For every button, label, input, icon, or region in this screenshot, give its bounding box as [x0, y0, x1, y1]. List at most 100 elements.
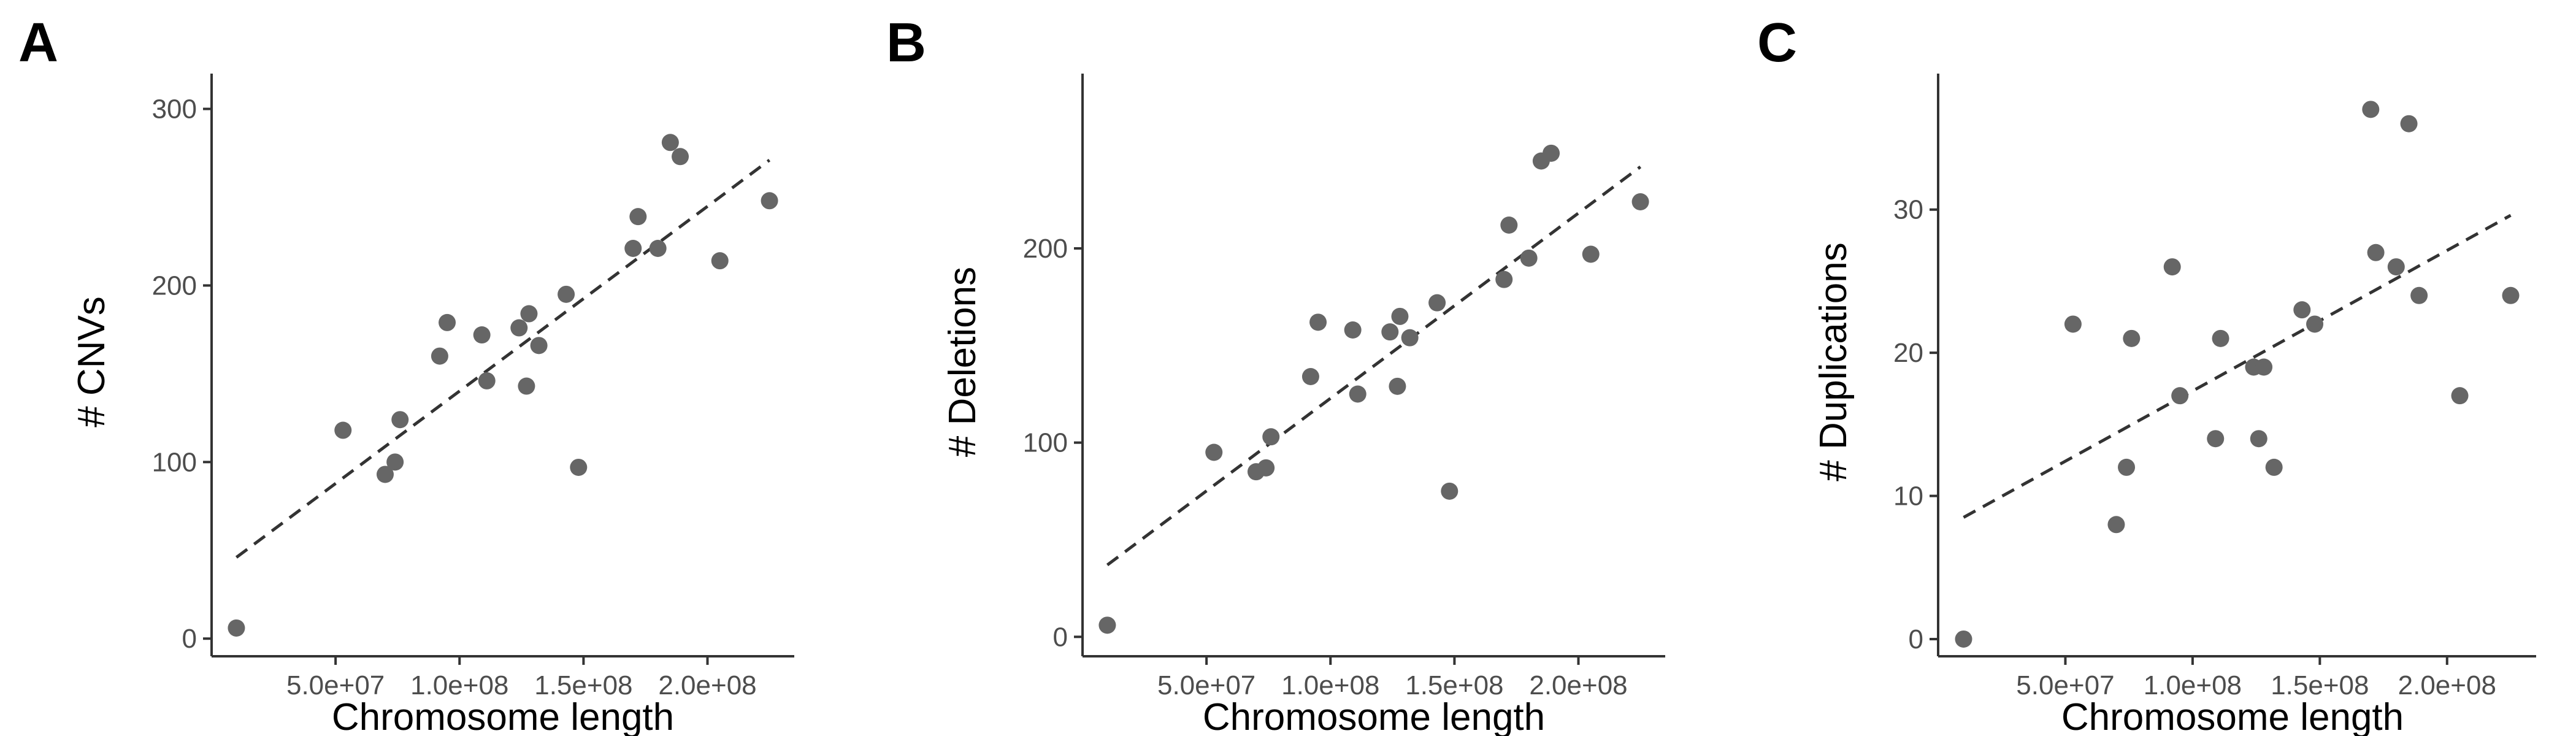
data-point [2410, 286, 2428, 304]
x-tick-label: 5.0e+07 [1157, 670, 1255, 700]
x-ticks: 5.0e+07 1.0e+08 1.5e+08 2.0e+08 [286, 656, 757, 700]
y-tick-label: 200 [152, 270, 197, 301]
data-point [2171, 387, 2189, 405]
data-point [228, 619, 245, 637]
y-tick-label: 100 [1023, 428, 1068, 458]
data-point [334, 421, 352, 439]
data-point [518, 377, 535, 395]
data-point [1441, 482, 1459, 500]
x-tick-label: 5.0e+07 [286, 670, 385, 700]
panel-letter: B [886, 12, 926, 74]
data-point [1349, 385, 1367, 403]
panel-a: A 5.0e+07 1.0e+08 1.5e+08 2.0e+08 0 100 200 30… [18, 12, 794, 736]
data-point [2451, 387, 2469, 405]
y-tick-label: 100 [152, 447, 197, 477]
data-point [1428, 294, 1446, 312]
data-point [2367, 243, 2385, 261]
y-ticks: 0 100 200 300 [152, 94, 212, 654]
data-point [2387, 258, 2405, 276]
data-point [478, 372, 496, 389]
data-point [2118, 458, 2136, 476]
y-tick-label: 0 [1053, 622, 1068, 652]
y-axis-label: # Deletions [941, 267, 984, 457]
data-point [661, 134, 679, 151]
data-point [1262, 428, 1280, 446]
data-points [1955, 101, 2520, 648]
y-axis-label: # Duplications [1812, 242, 1855, 481]
x-tick-label: 5.0e+07 [2016, 670, 2114, 700]
data-point [1344, 321, 1362, 339]
panel-letter: C [1757, 12, 1797, 74]
data-point [2064, 315, 2082, 333]
trend-line [1963, 213, 2512, 519]
data-point [1205, 443, 1223, 461]
panel-b: B 5.0e+07 1.0e+08 1.5e+08 2.0e+08 0 100 200 C… [886, 12, 1665, 736]
data-point [2265, 458, 2283, 476]
data-point [1309, 313, 1327, 331]
data-point [2123, 329, 2141, 347]
data-points [1098, 144, 1649, 634]
x-tick-label: 2.0e+08 [2398, 670, 2496, 700]
x-axis-label: Chromosome length [332, 696, 674, 736]
data-point [761, 192, 778, 210]
data-point [2293, 301, 2311, 319]
data-point [439, 313, 456, 331]
x-tick-label: 1.0e+08 [2144, 670, 2242, 700]
data-point [2306, 315, 2324, 333]
data-point [711, 252, 729, 270]
data-point [510, 319, 528, 337]
y-axis-label: # CNVs [71, 296, 113, 427]
data-point [2107, 516, 2125, 534]
y-tick-label: 10 [1893, 481, 1923, 512]
axes [1081, 74, 1665, 657]
trend-line-group [1106, 165, 1642, 567]
x-axis-label: Chromosome length [1203, 696, 1545, 736]
panel-letter: A [18, 12, 58, 74]
data-point [2207, 430, 2225, 448]
x-tick-label: 1.0e+08 [1281, 670, 1379, 700]
data-point [1401, 329, 1419, 347]
data-point [1500, 217, 1518, 234]
data-point [1389, 377, 1406, 395]
x-tick-label: 1.5e+08 [1405, 670, 1503, 700]
data-points [228, 134, 778, 637]
y-tick-label: 20 [1893, 338, 1923, 368]
x-tick-label: 2.0e+08 [658, 670, 756, 700]
data-point [2502, 286, 2520, 304]
trend-line [1106, 165, 1642, 567]
x-tick-label: 2.0e+08 [1529, 670, 1627, 700]
data-point [2250, 430, 2267, 448]
panel-c: C 5.0e+07 1.0e+08 1.5e+08 2.0e+08 0 10 20 30 C… [1757, 12, 2536, 736]
data-point [520, 305, 538, 323]
data-point [558, 285, 575, 303]
trend-line [235, 159, 771, 559]
data-point [386, 453, 404, 471]
axes [210, 74, 794, 657]
data-point [1495, 270, 1513, 288]
x-axis-label: Chromosome length [2061, 696, 2404, 736]
data-point [2163, 258, 2181, 276]
data-point [1257, 459, 1275, 477]
data-point [2212, 329, 2229, 347]
data-point [1520, 249, 1538, 267]
data-point [530, 337, 548, 355]
data-point [2362, 101, 2380, 118]
x-ticks: 5.0e+07 1.0e+08 1.5e+08 2.0e+08 [2016, 656, 2496, 700]
x-tick-label: 1.5e+08 [534, 670, 632, 700]
y-tick-label: 0 [1909, 624, 1923, 654]
data-point [391, 411, 409, 429]
data-point [431, 347, 448, 365]
y-ticks: 0 100 200 [1023, 234, 1083, 652]
data-point [2400, 115, 2418, 132]
data-point [1301, 368, 1319, 385]
data-point [649, 240, 667, 257]
data-point [376, 466, 394, 483]
axes [1937, 74, 2536, 657]
data-point [570, 458, 588, 476]
x-ticks: 5.0e+07 1.0e+08 1.5e+08 2.0e+08 [1157, 656, 1628, 700]
data-point [1631, 193, 1649, 210]
data-point [1391, 307, 1409, 325]
data-point [473, 326, 491, 344]
